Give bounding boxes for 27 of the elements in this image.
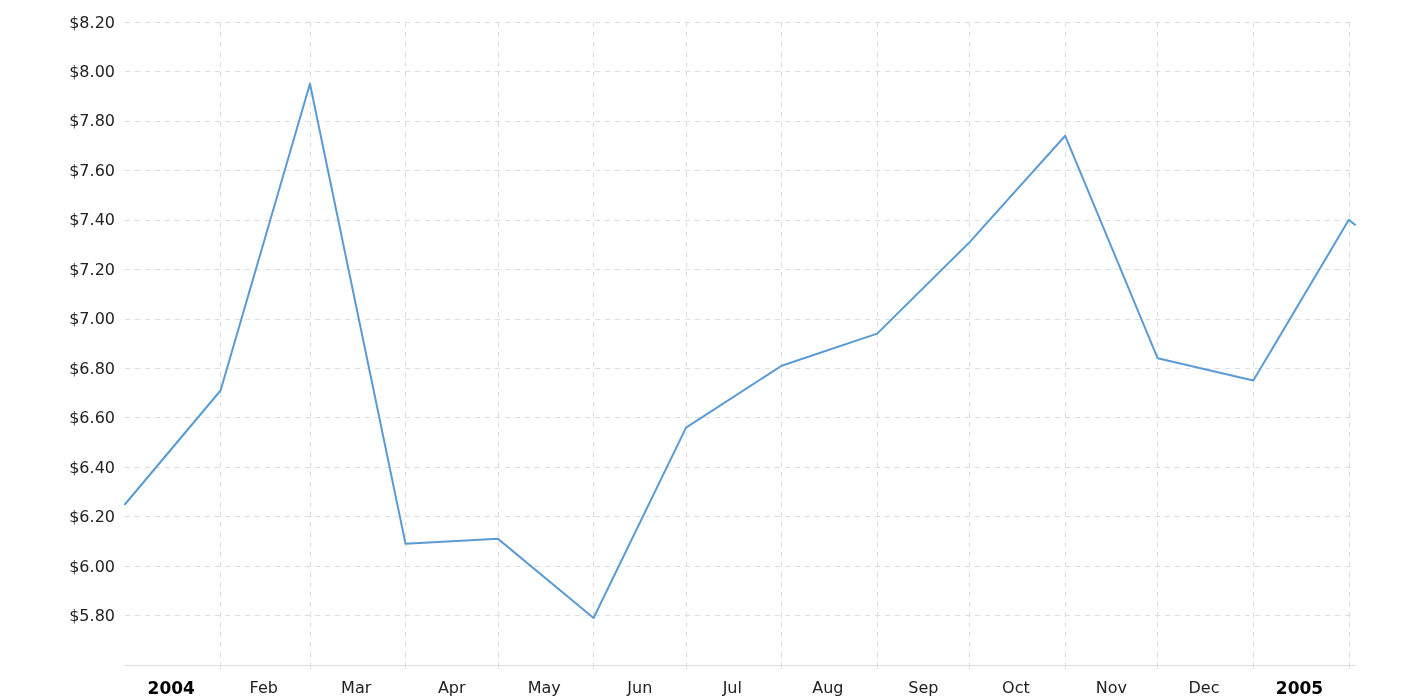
y-tick-label: $6.40 xyxy=(69,457,115,477)
x-tick-label: Aug xyxy=(812,677,844,697)
x-tick-label: Dec xyxy=(1188,677,1220,697)
y-tick-label: $6.20 xyxy=(69,507,115,527)
x-tick-label: Mar xyxy=(341,677,372,697)
x-tick-label: 2005 xyxy=(1275,677,1324,698)
x-tick-label: May xyxy=(527,677,561,697)
y-tick-label: $6.80 xyxy=(69,358,115,378)
y-tick-label: $6.60 xyxy=(69,408,115,428)
x-tick-label: Jul xyxy=(721,677,742,697)
x-tick-label: Sep xyxy=(908,677,939,697)
x-tick-label: Feb xyxy=(249,677,278,697)
x-tick-label: 2004 xyxy=(147,677,196,698)
y-tick-label: $7.80 xyxy=(69,111,115,131)
y-tick-label: $5.80 xyxy=(69,606,115,626)
y-tick-label: $8.20 xyxy=(69,12,115,32)
y-tick-label: $7.20 xyxy=(69,259,115,279)
y-tick-label: $7.40 xyxy=(69,210,115,230)
x-tick-label: Nov xyxy=(1095,677,1128,697)
y-tick-label: $6.00 xyxy=(69,556,115,576)
y-tick-label: $7.60 xyxy=(69,160,115,180)
x-tick-label: Oct xyxy=(1002,677,1030,697)
y-tick-label: $7.00 xyxy=(69,309,115,329)
x-tick-label: Jun xyxy=(626,677,653,697)
y-tick-label: $8.00 xyxy=(69,61,115,81)
line-series xyxy=(124,82,1356,620)
x-tick-label: Apr xyxy=(437,677,467,697)
